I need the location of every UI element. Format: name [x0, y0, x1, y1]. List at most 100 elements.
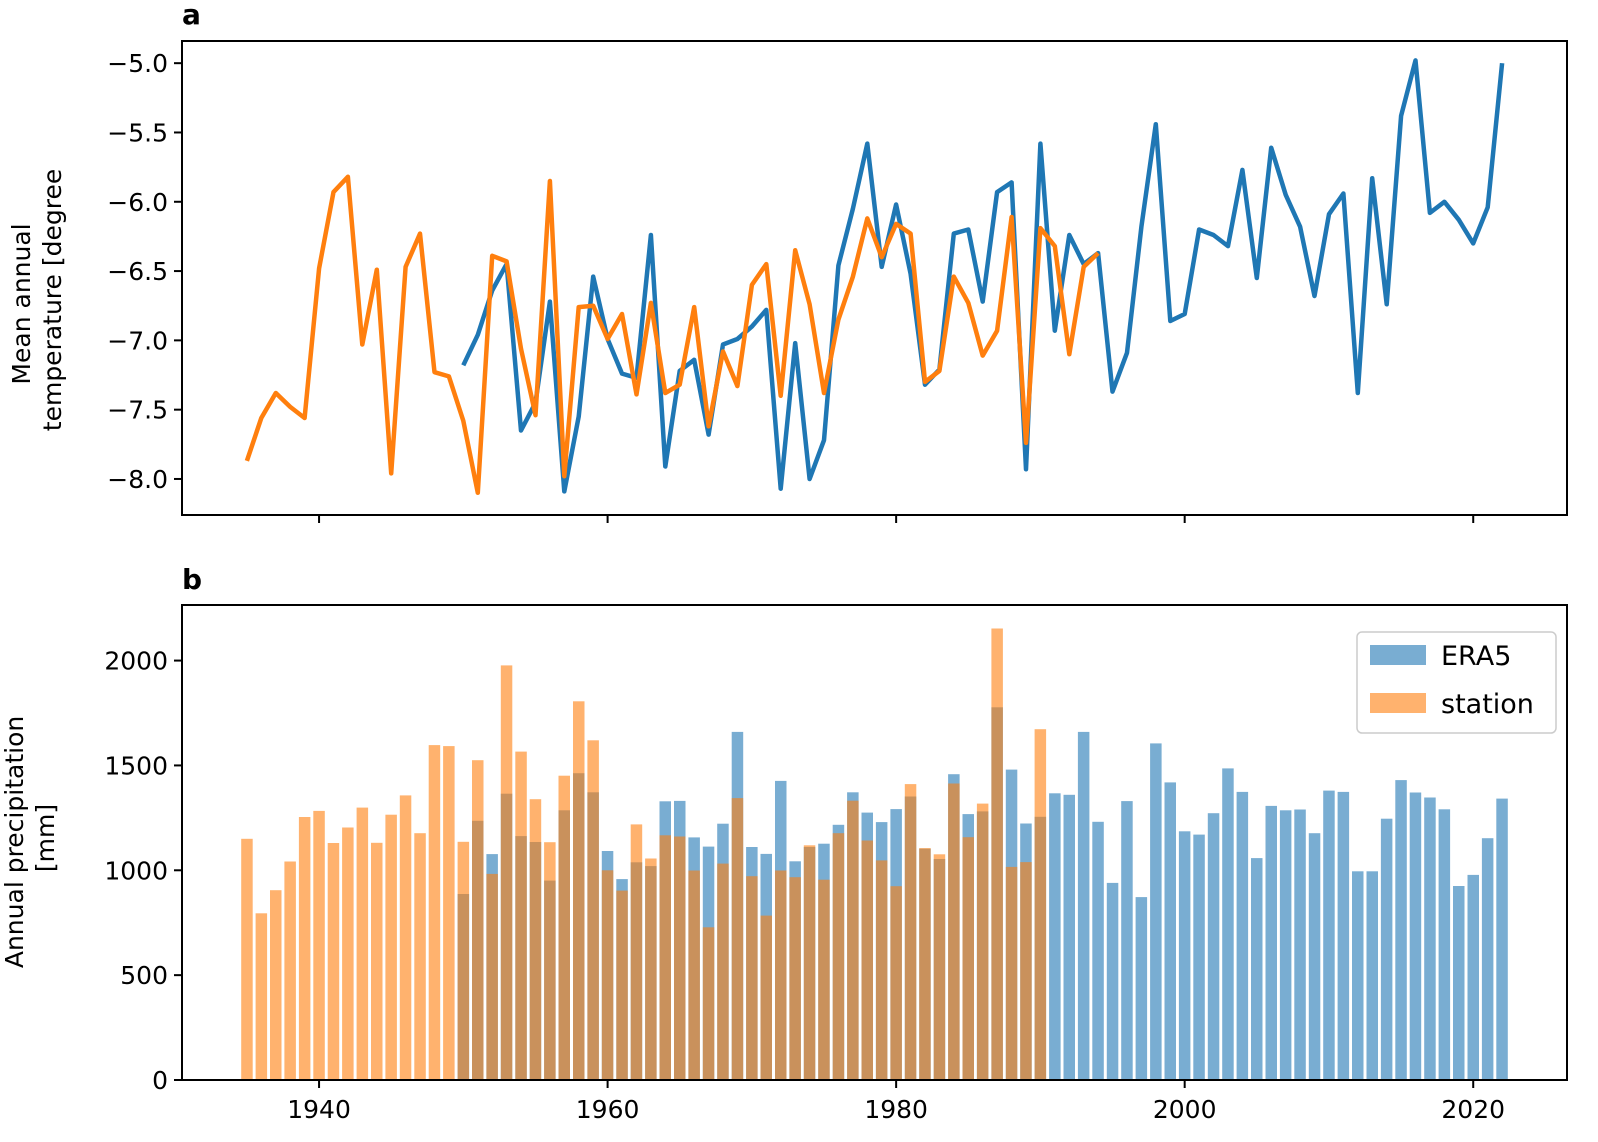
- temperature-line-series-2: [244, 174, 1100, 496]
- panel-a-y-tick-label: −8.0: [107, 465, 168, 494]
- bar-station-1980: [890, 886, 902, 1080]
- bar-station-1954: [515, 751, 527, 1080]
- bar-era5-1996: [1121, 801, 1133, 1080]
- legend-label-era5: ERA5: [1441, 641, 1511, 672]
- bar-era5-2004: [1236, 791, 1249, 1080]
- bar-era5-2021: [1481, 838, 1494, 1080]
- bar-era5-2016: [1409, 792, 1422, 1080]
- bar-station-1983: [933, 854, 946, 1080]
- panel-b-plot-area: [241, 628, 1508, 1080]
- bar-station-1940: [313, 810, 325, 1080]
- bar-station-1936: [255, 913, 268, 1080]
- bar-era5-2017: [1424, 797, 1436, 1080]
- panel-b-label: b: [182, 563, 202, 596]
- panel-a-y-tick-label: −6.5: [107, 257, 168, 286]
- panel-b-frame: [181, 604, 1568, 1081]
- bar-era5-1995: [1106, 882, 1119, 1080]
- bar-era5-2005: [1251, 858, 1263, 1080]
- bar-station-1966: [688, 870, 700, 1080]
- bar-station-1948: [428, 745, 441, 1080]
- legend: ERA5 station: [1356, 631, 1557, 734]
- bar-station-1949: [443, 746, 455, 1080]
- panel-b-x-tick-label: 1980: [864, 1095, 928, 1124]
- bar-station-1959: [587, 740, 599, 1080]
- panel-a-y-tick-label: −5.0: [107, 49, 168, 78]
- bar-era5-2002: [1207, 813, 1220, 1080]
- bar-era5-2003: [1222, 768, 1234, 1080]
- bar-station-1989: [1020, 862, 1032, 1080]
- bar-station-1947: [414, 833, 426, 1080]
- bar-station-1962: [630, 824, 643, 1080]
- bar-station-1979: [875, 860, 888, 1080]
- bar-era5-2012: [1352, 871, 1364, 1080]
- panel-b-y-tick-label: 2000: [104, 647, 168, 676]
- panel-b-y-tick-label: 1500: [104, 751, 168, 780]
- panel-b-y-axis-label: Annual precipitation [mm]: [0, 708, 60, 968]
- bar-series-station: [241, 628, 1047, 1080]
- bar-station-1938: [284, 861, 296, 1080]
- panel-b-y-label-line-2: [mm]: [31, 804, 60, 872]
- bar-station-1978: [861, 840, 873, 1080]
- bar-station-1977: [847, 800, 859, 1080]
- bar-station-1970: [746, 876, 758, 1080]
- panel-b-y-axis: 0 500 1000 1500 2000: [104, 647, 182, 1095]
- bar-station-1950: [457, 841, 470, 1080]
- bar-station-1973: [789, 877, 801, 1080]
- bar-station-1953: [500, 665, 513, 1080]
- panel-a-y-axis: −5.0 −5.5 −6.0 −6.5 −7.0 −7.5 −8.0: [107, 49, 182, 494]
- panel-b-x-axis: 1940 1960 1980 2000 2020: [287, 1080, 1505, 1124]
- bar-station-1943: [356, 807, 369, 1080]
- bar-station-1971: [760, 915, 772, 1080]
- bar-station-1985: [962, 837, 974, 1080]
- bar-era5-2010: [1323, 790, 1335, 1080]
- bar-era5-2020: [1467, 874, 1479, 1080]
- bar-era5-1999: [1164, 782, 1176, 1080]
- bar-station-1957: [558, 775, 570, 1080]
- bar-station-1945: [385, 814, 397, 1080]
- bar-era5-2011: [1337, 791, 1350, 1080]
- panel-b-x-tick-label: 1940: [287, 1095, 351, 1124]
- panel-b-x-tick-label: 2000: [1153, 1095, 1217, 1124]
- bar-era5-2013: [1366, 871, 1378, 1080]
- legend-swatch-station: [1370, 693, 1426, 713]
- bar-station-1967: [702, 927, 715, 1080]
- panel-a-y-axis-label: Mean annual temperature [degree: [7, 169, 67, 431]
- panel-a-y-label-line-2: temperature [degree: [38, 169, 67, 431]
- bar-era5-1993: [1077, 731, 1090, 1080]
- panel-a-y-tick-label: −7.5: [107, 396, 168, 425]
- panel-a-plot-area: [244, 58, 1505, 496]
- bar-station-1965: [674, 836, 686, 1080]
- bar-era5-2022: [1496, 798, 1508, 1080]
- bar-era5-2007: [1279, 810, 1292, 1080]
- panel-b-y-tick-label: 500: [120, 961, 168, 990]
- bar-era5-1992: [1063, 794, 1075, 1080]
- bar-station-1935: [241, 838, 253, 1080]
- panel-a-label: a: [182, 0, 201, 31]
- bar-era5-2018: [1438, 809, 1451, 1080]
- bar-station-1955: [529, 799, 542, 1080]
- bar-station-1946: [399, 795, 412, 1080]
- bar-era5-2019: [1453, 886, 1465, 1080]
- bar-station-1942: [342, 827, 354, 1080]
- bar-station-1968: [717, 863, 729, 1080]
- panel-b-x-tick-label: 2020: [1441, 1095, 1505, 1124]
- bar-station-1941: [327, 843, 340, 1080]
- bar-station-1987: [991, 628, 1003, 1080]
- panel-a: a −5.0 −5.5 −6.0 −6.5 −7.0 −7.5 −8.0 Mean annu…: [7, 0, 1568, 523]
- panel-a-y-tick-label: −7.0: [107, 326, 168, 355]
- bar-station-1976: [832, 833, 845, 1080]
- panel-a-y-label-line-1: Mean annual: [7, 223, 36, 384]
- bar-station-1969: [731, 798, 744, 1080]
- bar-station-1990: [1034, 729, 1047, 1080]
- panel-a-y-tick-label: −5.5: [107, 118, 168, 147]
- bar-station-1960: [601, 870, 614, 1080]
- panel-b-y-tick-label: 1000: [104, 856, 168, 885]
- panel-a-x-axis: [318, 515, 1475, 523]
- bar-station-1956: [544, 842, 556, 1080]
- bar-station-1981: [904, 784, 917, 1080]
- bar-era5-2008: [1294, 809, 1306, 1080]
- bar-station-1958: [573, 701, 585, 1080]
- panel-b-y-label-line-1: Annual precipitation: [0, 716, 29, 968]
